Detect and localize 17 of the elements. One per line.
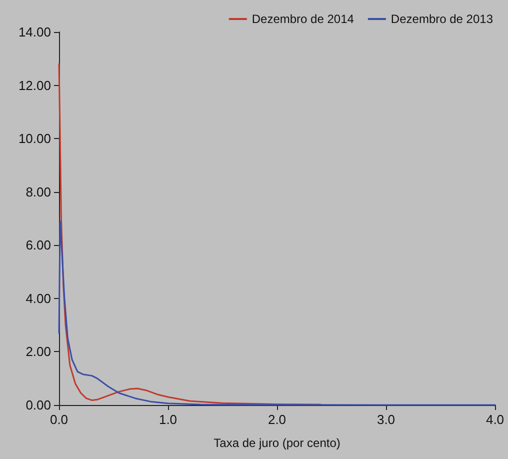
y-tick-label: 12.00 bbox=[18, 78, 51, 93]
y-tick-label: 14.00 bbox=[18, 24, 51, 40]
line-series bbox=[58, 63, 322, 406]
y-tick-label: 6.00 bbox=[26, 238, 51, 253]
y-tick-label: 2.00 bbox=[26, 344, 51, 360]
y-tick-label: 4.00 bbox=[26, 290, 51, 306]
y-tick-label: 10.00 bbox=[18, 131, 51, 146]
x-tick-label: 2.0 bbox=[268, 412, 286, 427]
legend-label: Dezembro de 2014 bbox=[252, 12, 354, 26]
y-tick-label: 0.00 bbox=[26, 398, 51, 412]
x-axis-title: Taxa de juro (por cento) bbox=[214, 436, 340, 450]
x-tick-label: 0.0 bbox=[50, 412, 68, 427]
x-tick-label: 1.0 bbox=[158, 412, 178, 427]
y-tick-label: 8.00 bbox=[26, 184, 51, 200]
x-tick-label: 3.0 bbox=[376, 412, 396, 427]
x-tick-label: 4.0 bbox=[486, 412, 504, 427]
legend-label: Dezembro de 2013 bbox=[390, 12, 494, 26]
